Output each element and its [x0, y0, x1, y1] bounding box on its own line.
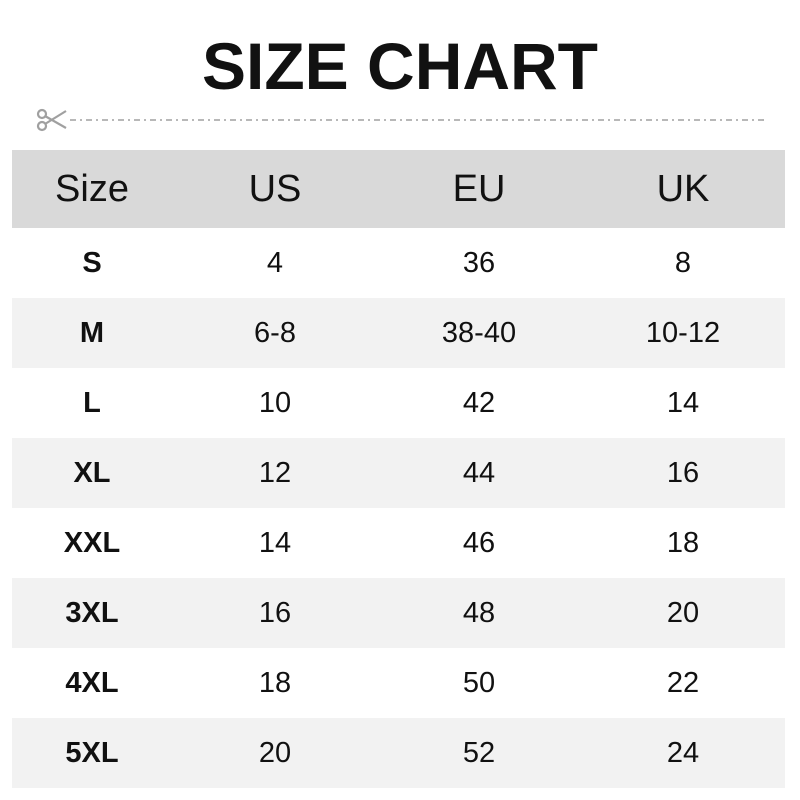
table-row: S 4 36 8: [12, 228, 785, 298]
column-header-eu: EU: [452, 167, 506, 210]
size-value: 22: [666, 666, 700, 699]
size-value: 42: [462, 386, 496, 419]
size-label: 4XL: [65, 666, 119, 699]
size-value: 16: [666, 456, 700, 489]
size-value: 24: [666, 736, 700, 769]
size-value: 10: [258, 386, 292, 419]
column-header-us: US: [248, 167, 302, 210]
size-value: 14: [666, 386, 700, 419]
table-row: 3XL 16 48 20: [12, 578, 785, 648]
size-value: 20: [666, 596, 700, 629]
cut-line: [36, 108, 768, 132]
column-header-size: Size: [55, 167, 129, 210]
size-value: 48: [462, 596, 496, 629]
page-title: SIZE CHART: [202, 29, 598, 103]
size-value: 46: [462, 526, 496, 559]
size-table: Size US EU UK S 4 36 8 M 6-8 38-40 10-12 L 10 42 14 XL 1…: [12, 150, 785, 788]
size-value: 18: [258, 666, 292, 699]
size-label: L: [83, 386, 101, 419]
table-row: M 6-8 38-40 10-12: [12, 298, 785, 368]
size-value: 50: [462, 666, 496, 699]
size-value: 18: [666, 526, 700, 559]
table-body: S 4 36 8 M 6-8 38-40 10-12 L 10 42 14 XL 12 44 16 XXL 14 4…: [12, 228, 785, 788]
size-value: 6-8: [254, 316, 296, 349]
scissors-icon: [36, 108, 768, 132]
size-value: 36: [462, 246, 496, 279]
size-value: 10-12: [645, 316, 721, 349]
size-label: M: [79, 316, 105, 349]
size-value: 8: [674, 246, 692, 279]
table-row: 4XL 18 50 22: [12, 648, 785, 718]
size-label: XL: [73, 456, 111, 489]
table-row: 5XL 20 52 24: [12, 718, 785, 788]
size-value: 52: [462, 736, 496, 769]
table-row: XL 12 44 16: [12, 438, 785, 508]
size-label: XXL: [63, 526, 121, 559]
table-row: XXL 14 46 18: [12, 508, 785, 578]
table-header-row: Size US EU UK: [12, 150, 785, 228]
size-value: 12: [258, 456, 292, 489]
size-value: 44: [462, 456, 496, 489]
size-label: S: [82, 246, 102, 279]
table-row: L 10 42 14: [12, 368, 785, 438]
column-header-uk: UK: [656, 167, 710, 210]
size-value: 38-40: [441, 316, 517, 349]
size-value: 20: [258, 736, 292, 769]
size-label: 5XL: [65, 736, 119, 769]
size-value: 16: [258, 596, 292, 629]
size-value: 4: [266, 246, 284, 279]
size-label: 3XL: [65, 596, 119, 629]
size-value: 14: [258, 526, 292, 559]
